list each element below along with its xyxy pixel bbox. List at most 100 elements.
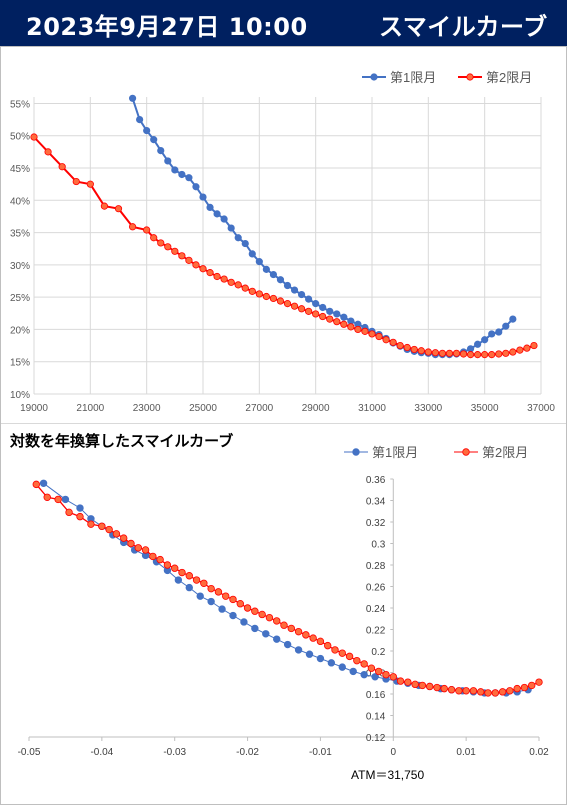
y-tick-label: 25% (10, 293, 30, 304)
data-point-s2 (171, 247, 179, 255)
data-point-s2 (491, 689, 499, 697)
legend-label-1: 第1限月 (372, 445, 418, 460)
data-point-s2 (368, 330, 376, 338)
y-tick-label: 0.16 (366, 690, 386, 701)
chart2-title: 対数を年換算したスマイルカーブ (9, 432, 233, 450)
series-line-1 (43, 482, 529, 694)
data-point-s2 (382, 670, 390, 679)
data-point-s2 (127, 539, 135, 548)
data-point-s2 (297, 305, 306, 313)
data-point-s2 (149, 552, 157, 561)
data-point-s2 (200, 579, 208, 587)
data-point-s2 (347, 323, 355, 331)
data-point-s2 (265, 613, 274, 622)
data-point-s2 (528, 681, 536, 690)
data-point-s2 (360, 660, 368, 668)
data-point-s2 (426, 682, 434, 691)
data-point-s1 (178, 170, 186, 179)
x-tick-label: 0 (391, 747, 397, 758)
data-point-s1 (326, 307, 334, 315)
data-point-s1 (338, 663, 346, 671)
data-point-s1 (128, 94, 137, 102)
y-tick-label: 30% (10, 261, 30, 272)
data-point-s2 (276, 297, 285, 305)
data-point-s2 (192, 576, 201, 584)
x-tick-label: -0.05 (18, 747, 41, 758)
data-point-s2 (258, 610, 266, 619)
data-point-s1 (276, 276, 285, 284)
x-tick-label: 21000 (76, 403, 104, 414)
data-point-s2 (76, 512, 84, 521)
data-point-s1 (488, 330, 496, 338)
data-point-s2 (431, 349, 439, 357)
data-point-s2 (269, 294, 278, 303)
data-point-s2 (43, 493, 51, 501)
data-point-s1 (196, 592, 204, 600)
data-point-s1 (207, 597, 215, 606)
data-point-s2 (411, 680, 419, 689)
data-point-s1 (305, 650, 314, 658)
chart-panel-2: 対数を年換算したスマイルカーブ0.120.140.160.180.20.220.… (0, 423, 567, 806)
data-point-s2 (178, 568, 186, 577)
x-tick-label: 27000 (245, 403, 273, 414)
x-tick-label: -0.04 (90, 747, 113, 758)
data-point-s1 (213, 210, 221, 218)
x-tick-label: 29000 (302, 403, 330, 414)
data-point-s2 (305, 307, 313, 315)
data-point-s1 (255, 258, 263, 266)
data-point-s2 (206, 269, 214, 277)
data-point-s2 (462, 687, 470, 695)
legend-marker-1 (370, 73, 378, 81)
x-tick-label: 0.01 (456, 747, 476, 758)
data-point-s2 (488, 351, 496, 359)
legend-marker-1 (352, 448, 360, 456)
data-point-s1 (164, 157, 172, 165)
y-tick-label: 50% (10, 132, 30, 143)
data-point-s2 (506, 687, 514, 695)
data-point-s2 (331, 646, 339, 654)
data-point-s2 (530, 341, 538, 350)
data-point-s2 (220, 275, 228, 283)
data-point-s2 (87, 520, 95, 528)
data-point-s1 (269, 270, 278, 279)
legend-label-1: 第1限月 (390, 70, 436, 85)
data-point-s2 (324, 641, 332, 650)
data-point-s1 (157, 146, 165, 155)
data-point-s2 (157, 239, 165, 247)
x-tick-label: 37000 (527, 403, 555, 414)
data-point-s1 (509, 315, 517, 323)
data-point-s2 (338, 649, 346, 657)
data-point-s2 (396, 677, 405, 685)
data-point-s2 (248, 287, 256, 295)
data-point-s2 (326, 315, 334, 323)
y-tick-label: 15% (10, 358, 30, 369)
data-point-s2 (375, 332, 383, 341)
data-point-s2 (294, 627, 303, 636)
data-point-s1 (371, 673, 379, 681)
series-line-2 (35, 483, 540, 694)
x-tick-label: 0.02 (529, 747, 549, 758)
data-point-s2 (417, 347, 425, 355)
data-point-s1 (241, 239, 249, 248)
data-point-s2 (100, 202, 109, 210)
data-point-s2 (164, 243, 172, 251)
data-point-s2 (438, 349, 447, 357)
data-point-s1 (76, 504, 84, 512)
data-point-s2 (150, 234, 158, 242)
data-point-s2 (445, 349, 454, 357)
data-point-s1 (349, 667, 357, 676)
data-point-s2 (509, 348, 517, 356)
data-point-s1 (192, 183, 200, 191)
data-point-s2 (309, 634, 317, 642)
data-point-s2 (273, 617, 281, 625)
y-tick-label: 0.22 (366, 626, 386, 637)
y-tick-label: 0.32 (366, 518, 386, 529)
data-point-s2 (98, 522, 106, 530)
data-point-s2 (513, 684, 521, 693)
data-point-s2 (312, 310, 320, 318)
data-point-s2 (207, 584, 215, 593)
data-point-s2 (143, 226, 151, 234)
data-point-s2 (120, 534, 128, 542)
data-point-s2 (243, 604, 252, 612)
data-point-s2 (433, 683, 441, 692)
